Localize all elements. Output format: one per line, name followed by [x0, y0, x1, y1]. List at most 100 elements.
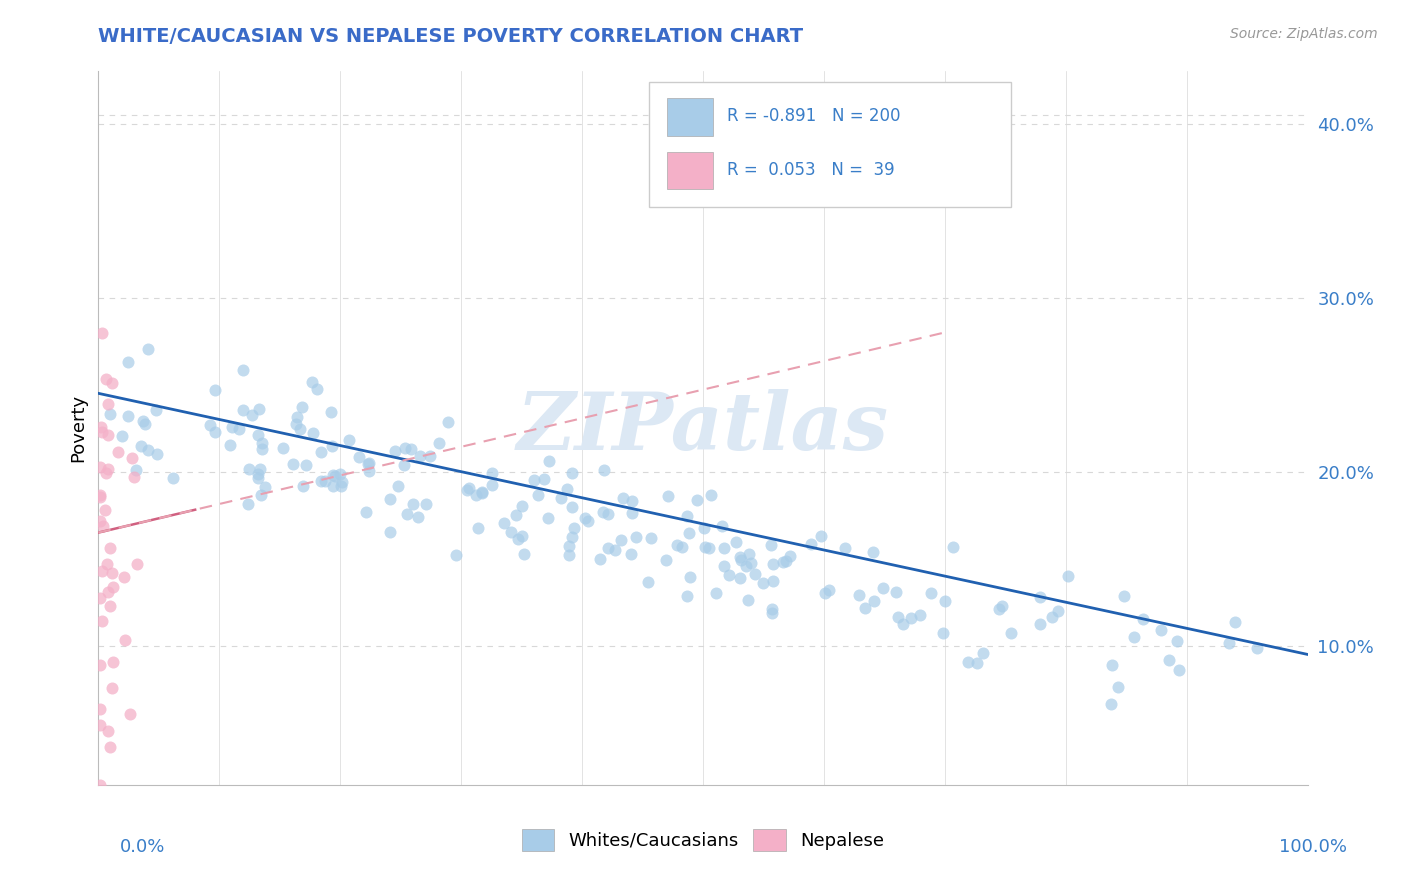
Point — [136, 342, 159, 356]
Point — [232, 402, 254, 417]
Point — [1099, 697, 1122, 711]
Point — [492, 516, 515, 530]
Point — [710, 518, 733, 533]
Point — [323, 469, 346, 483]
Point — [818, 582, 841, 597]
Point — [675, 589, 697, 603]
Point — [91, 326, 114, 340]
Point — [932, 625, 955, 640]
Point — [550, 491, 572, 505]
Point — [574, 511, 596, 525]
Point — [145, 403, 167, 417]
Point — [471, 486, 494, 500]
Point — [247, 467, 270, 481]
FancyBboxPatch shape — [666, 98, 713, 136]
Point — [394, 458, 416, 473]
Point — [678, 526, 700, 541]
Point — [97, 723, 120, 738]
Point — [91, 519, 114, 533]
Point — [322, 468, 344, 483]
Text: R =  0.053   N =  39: R = 0.053 N = 39 — [727, 161, 894, 178]
Point — [863, 594, 886, 608]
Point — [596, 541, 619, 555]
Point — [900, 611, 922, 625]
Point — [730, 550, 752, 565]
Point — [679, 570, 702, 584]
Point — [561, 530, 583, 544]
Point — [527, 487, 550, 501]
Point — [561, 466, 583, 480]
Point — [125, 462, 148, 476]
Point — [481, 466, 503, 480]
Point — [98, 740, 121, 755]
Point — [89, 591, 111, 605]
Text: 100.0%: 100.0% — [1279, 838, 1347, 856]
Point — [131, 414, 153, 428]
Point — [236, 497, 259, 511]
Point — [513, 547, 536, 561]
Point — [610, 533, 633, 547]
Point — [98, 541, 121, 556]
Point — [359, 464, 381, 478]
Point — [561, 500, 583, 514]
Point — [122, 470, 145, 484]
Point — [693, 540, 716, 554]
Point — [162, 471, 184, 485]
Point — [357, 458, 380, 472]
Point — [114, 633, 136, 648]
Point — [319, 405, 342, 419]
Text: R = -0.891   N = 200: R = -0.891 N = 200 — [727, 107, 901, 125]
Point — [117, 409, 139, 424]
Point — [523, 473, 546, 487]
Point — [101, 655, 124, 669]
Point — [384, 444, 406, 458]
Point — [337, 434, 360, 448]
Point — [146, 447, 169, 461]
Point — [655, 552, 678, 566]
Point — [730, 552, 752, 566]
Point — [246, 471, 269, 485]
Point — [309, 445, 332, 459]
Point — [676, 508, 699, 523]
Point — [89, 460, 111, 475]
Point — [920, 585, 942, 599]
Point — [129, 439, 152, 453]
Point — [872, 582, 894, 596]
Point — [285, 410, 308, 425]
Point — [394, 441, 416, 455]
Point — [446, 548, 468, 562]
Point — [740, 556, 762, 570]
Point — [512, 499, 534, 513]
Point — [725, 534, 748, 549]
Point — [94, 372, 117, 386]
Point — [249, 462, 271, 476]
Point — [735, 559, 758, 574]
Point — [419, 449, 441, 463]
Point — [761, 538, 783, 552]
Point — [1122, 630, 1144, 644]
Point — [862, 545, 884, 559]
Y-axis label: Poverty: Poverty — [69, 394, 87, 462]
Point — [671, 540, 693, 554]
Point — [89, 718, 111, 732]
Point — [592, 505, 614, 519]
Point — [728, 571, 751, 585]
Point — [605, 543, 627, 558]
Point — [564, 521, 586, 535]
Point — [465, 488, 488, 502]
Point — [97, 427, 120, 442]
Point — [884, 585, 907, 599]
Point — [221, 420, 243, 434]
Point — [117, 355, 139, 369]
Point — [357, 456, 380, 470]
Point — [510, 529, 533, 543]
Point — [89, 778, 111, 792]
Point — [589, 552, 612, 566]
Point — [322, 479, 344, 493]
Point — [246, 427, 269, 442]
Point — [637, 574, 659, 589]
Point — [98, 407, 121, 421]
Point — [329, 467, 352, 482]
Text: 0.0%: 0.0% — [120, 838, 165, 856]
Point — [228, 422, 250, 436]
